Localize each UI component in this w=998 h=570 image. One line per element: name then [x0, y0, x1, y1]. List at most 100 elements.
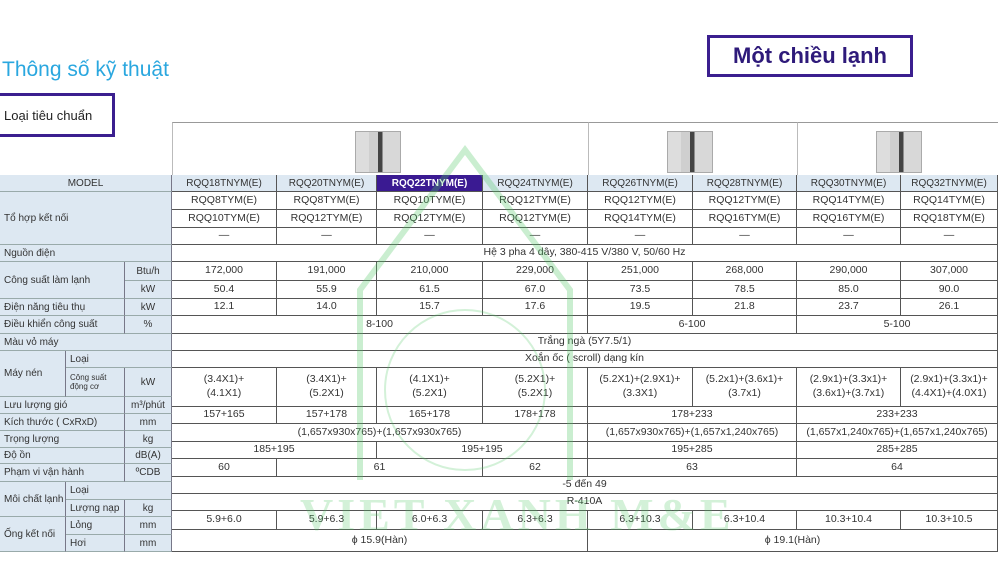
capacity-btuh-cell: 307,000 — [901, 262, 998, 281]
combo-2-cell: RQQ12TYM(E) — [377, 210, 483, 228]
capacity-kw-cell: 55.9 — [277, 281, 377, 299]
pipe-gas-cell: ϕ 15.9(Hàn) — [172, 530, 588, 552]
label-compressor: Máy nén — [0, 351, 66, 397]
label-type: Loại — [66, 482, 172, 500]
combo-2-cell: RQQ14TYM(E) — [588, 210, 693, 228]
label-operating-range: Phạm vi vận hành — [0, 464, 125, 482]
combo-3-cell: — — [172, 228, 277, 245]
label-capacity-control: Điều khiển công suất — [0, 316, 125, 334]
label-unit-kw: kW — [125, 368, 172, 397]
noise-cell: 61 — [277, 459, 483, 477]
capacity-btuh-cell: 191,000 — [277, 262, 377, 281]
capacity-kw-cell: 73.5 — [588, 281, 693, 299]
airflow-cell: 165+178 — [377, 407, 483, 424]
dimensions-cell: (1,657x930x765)+(1,657x1,240x765) — [588, 424, 797, 442]
label-piping: Ống kết nối — [0, 517, 66, 552]
refrigerant-cell: R-410A — [172, 494, 998, 511]
label-casing-color: Màu vỏ máy — [0, 334, 172, 351]
label-power-source: Nguồn điện — [0, 245, 172, 262]
combo-3-cell: — — [693, 228, 797, 245]
power-input-cell: 14.0 — [277, 299, 377, 316]
combo-3-cell: — — [797, 228, 901, 245]
combo-1-cell: RQQ10TYM(E) — [377, 192, 483, 210]
label-unit-mm: mm — [125, 414, 172, 431]
capacity-control-cell: 8-100 — [172, 316, 588, 334]
power-input-cell: 15.7 — [377, 299, 483, 316]
power-input-cell: 23.7 — [797, 299, 901, 316]
compressor-type-cell: Xoắn ốc ( scroll) dạng kín — [172, 351, 998, 368]
motor-output-cell: (4.1X1)+ (5.2X1) — [377, 368, 483, 407]
label-unit-mm: mm — [125, 517, 172, 535]
combo-1-cell: RQQ14TYM(E) — [901, 192, 998, 210]
capacity-btuh-cell: 268,000 — [693, 262, 797, 281]
power-input-cell: 17.6 — [483, 299, 588, 316]
capacity-btuh-cell: 290,000 — [797, 262, 901, 281]
label-unit-mm: mm — [125, 535, 172, 552]
model-cell: RQQ26TNYM(E) — [588, 175, 693, 192]
combo-1-cell: RQQ12TYM(E) — [693, 192, 797, 210]
label-unit-kw: kW — [125, 281, 172, 299]
label-unit-airflow: m³/phút — [125, 397, 172, 414]
page-title: Thông số kỹ thuật — [2, 58, 169, 81]
power-input-cell: 12.1 — [172, 299, 277, 316]
label-charge: Lượng nạp — [66, 500, 125, 517]
combo-1-cell: RQQ8TYM(E) — [172, 192, 277, 210]
capacity-btuh-cell: 229,000 — [483, 262, 588, 281]
pipe-liquid-cell: 10.3+10.4 — [797, 511, 901, 530]
motor-output-cell: (2.9x1)+(3.3x1)+ (3.6x1)+(3.7x1) — [797, 368, 901, 407]
motor-output-cell: (5.2x1)+(3.6x1)+ (3.7x1) — [693, 368, 797, 407]
pipe-liquid-cell: 5.9+6.0 — [172, 511, 277, 530]
label-liquid: Lỏng — [66, 517, 125, 535]
product-image-cell — [172, 122, 588, 175]
dimensions-cell: (1,657x1,240x765)+(1,657x1,240x765) — [797, 424, 998, 442]
noise-cell: 60 — [172, 459, 277, 477]
label-noise: Độ ồn — [0, 448, 125, 464]
capacity-control-cell: 6-100 — [588, 316, 797, 334]
model-cell: RQQ22TNYM(E) — [377, 175, 483, 192]
combo-2-cell: RQQ12TYM(E) — [483, 210, 588, 228]
label-combo: Tổ hợp kết nối — [0, 192, 172, 245]
capacity-kw-cell: 67.0 — [483, 281, 588, 299]
label-refrigerant: Môi chất lạnh — [0, 482, 66, 517]
label-unit-kg: kg — [125, 500, 172, 517]
noise-cell: 64 — [797, 459, 998, 477]
power-input-cell: 21.8 — [693, 299, 797, 316]
combo-3-cell: — — [377, 228, 483, 245]
combo-1-cell: RQQ14TYM(E) — [797, 192, 901, 210]
noise-cell: 62 — [483, 459, 588, 477]
model-cell: RQQ20TNYM(E) — [277, 175, 377, 192]
label-unit-kw: kW — [125, 299, 172, 316]
power-input-cell: 26.1 — [901, 299, 998, 316]
pipe-gas-cell: ϕ 19.1(Hàn) — [588, 530, 998, 552]
model-cell: RQQ30TNYM(E) — [797, 175, 901, 192]
combo-1-cell: RQQ12TYM(E) — [588, 192, 693, 210]
combo-2-cell: RQQ10TYM(E) — [172, 210, 277, 228]
dimensions-cell: (1,657x930x765)+(1,657x930x765) — [172, 424, 588, 442]
label-unit-cdb: ºCDB — [125, 464, 172, 482]
combo-2-cell: RQQ16TYM(E) — [693, 210, 797, 228]
capacity-kw-cell: 78.5 — [693, 281, 797, 299]
weight-cell: 285+285 — [797, 442, 998, 459]
combo-1-cell: RQQ12TYM(E) — [483, 192, 588, 210]
mode-badge: Một chiều lạnh — [707, 35, 913, 77]
power-input-cell: 19.5 — [588, 299, 693, 316]
capacity-control-cell: 5-100 — [797, 316, 998, 334]
label-motor-output: Công suất động cơ — [66, 368, 125, 397]
product-image-cell — [797, 122, 998, 175]
combo-2-cell: RQQ18TYM(E) — [901, 210, 998, 228]
standard-type-label: Loại tiêu chuẩn — [0, 93, 115, 137]
outdoor-unit-image — [876, 131, 922, 173]
combo-3-cell: — — [588, 228, 693, 245]
pipe-liquid-cell: 6.3+10.4 — [693, 511, 797, 530]
label-unit-dba: dB(A) — [125, 448, 172, 464]
label-dimensions: Kích thước ( CxRxD) — [0, 414, 125, 431]
capacity-kw-cell: 85.0 — [797, 281, 901, 299]
motor-output-cell: (3.4X1)+ (4.1X1) — [172, 368, 277, 407]
combo-1-cell: RQQ8TYM(E) — [277, 192, 377, 210]
motor-output-cell: (2.9x1)+(3.3x1)+ (4.4X1)+(4.0X1) — [901, 368, 998, 407]
motor-output-cell: (3.4X1)+ (5.2X1) — [277, 368, 377, 407]
label-weight: Trọng lượng — [0, 431, 125, 448]
combo-3-cell: — — [483, 228, 588, 245]
airflow-cell: 157+178 — [277, 407, 377, 424]
label-unit-btuh: Btu/h — [125, 262, 172, 281]
